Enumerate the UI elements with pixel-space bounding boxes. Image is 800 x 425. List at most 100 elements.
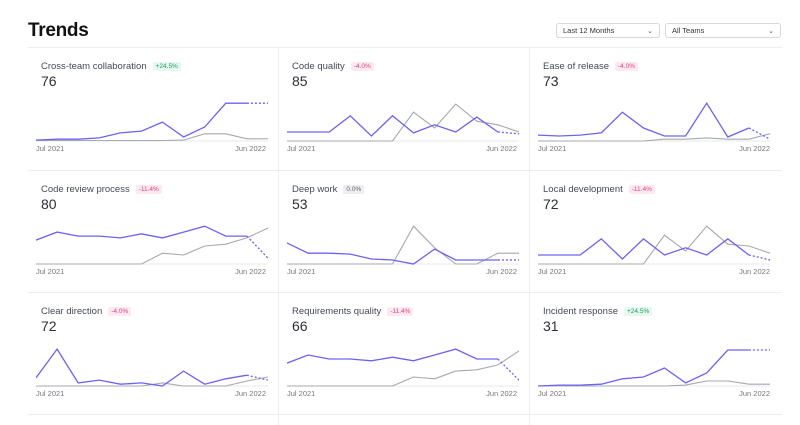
change-badge: -4.0%: [108, 307, 132, 316]
x-axis-start-label: Jul 2021: [538, 144, 567, 153]
trend-card[interactable]: Incident response +24.5% 31 Jul 2021 Jun …: [530, 293, 782, 415]
card-title: Cross-team collaboration +24.5%: [41, 61, 181, 72]
team-series-line: [538, 237, 750, 260]
projected-series-segment: [497, 358, 519, 381]
trend-chart: [538, 349, 770, 387]
change-badge: -4.0%: [615, 62, 638, 71]
trend-card[interactable]: Local development -11.4% 72 Jul 2021 Jun …: [530, 171, 782, 293]
benchmark-series-line: [287, 225, 519, 265]
metric-name: Code review process: [41, 184, 130, 195]
trend-chart: [36, 225, 268, 265]
team-series-line: [538, 101, 750, 138]
x-axis-start-label: Jul 2021: [36, 389, 65, 398]
trend-chart: [538, 101, 770, 142]
projected-series-segment: [497, 131, 519, 135]
team-series-line: [538, 349, 749, 387]
period-select[interactable]: Last 12 Months ⌄: [556, 23, 660, 38]
card-title: Deep work 0.0%: [292, 184, 365, 195]
trend-card[interactable]: Cross-team collaboration +24.5% 76 Jul 20…: [28, 48, 279, 171]
x-axis-end-label: Jun 2022: [739, 267, 770, 276]
metric-value: 80: [41, 196, 57, 212]
metric-name: Clear direction: [41, 306, 103, 317]
card-title: Incident response +24.5%: [543, 306, 653, 317]
trends-grid: Cross-team collaboration +24.5% 76 Jul 20…: [28, 47, 782, 425]
x-axis-end-label: Jun 2022: [486, 267, 517, 276]
metric-name: Deep work: [292, 184, 338, 195]
team-series-line: [287, 114, 499, 137]
chevron-down-icon: ⌄: [647, 27, 653, 35]
metric-value: 72: [41, 318, 57, 334]
x-axis-start-label: Jul 2021: [538, 267, 567, 276]
card-title: Code review process -11.4%: [41, 184, 162, 195]
change-badge: +24.5%: [624, 307, 653, 316]
benchmark-series-line: [287, 103, 519, 142]
change-badge: -11.4%: [135, 185, 162, 194]
projected-series-segment: [748, 254, 770, 261]
x-axis-end-label: Jun 2022: [235, 144, 266, 153]
period-select-value: Last 12 Months: [563, 26, 615, 35]
projected-series-segment: [748, 127, 770, 140]
x-axis-end-label: Jun 2022: [486, 144, 517, 153]
x-axis-start-label: Jul 2021: [538, 389, 567, 398]
benchmark-series-line: [538, 380, 770, 387]
x-axis-end-label: Jun 2022: [235, 389, 266, 398]
team-series-line: [36, 102, 247, 141]
team-series-line: [36, 347, 248, 387]
card-title: Ease of release -4.0%: [543, 61, 638, 72]
trend-card[interactable]: Requirements quality -11.4% 66 Jul 2021 J…: [279, 293, 530, 415]
trend-card[interactable]: Code quality -4.0% 85 Jul 2021 Jun 2022: [279, 48, 530, 171]
metric-value: 85: [292, 73, 308, 89]
x-axis-start-label: Jul 2021: [287, 389, 316, 398]
trend-chart: [36, 102, 268, 142]
metric-value: 72: [543, 196, 559, 212]
page-title: Trends: [28, 20, 89, 41]
trend-card[interactable]: Code review process -11.4% 80 Jul 2021 Ju…: [28, 171, 279, 293]
metric-value: 53: [292, 196, 308, 212]
x-axis-end-label: Jun 2022: [235, 267, 266, 276]
x-axis-start-label: Jul 2021: [36, 144, 65, 153]
x-axis-start-label: Jul 2021: [287, 144, 316, 153]
metric-value: 76: [41, 73, 57, 89]
metric-name: Local development: [543, 184, 623, 195]
trend-card[interactable]: Ease of release -4.0% 73 Jul 2021 Jun 202…: [530, 48, 782, 171]
trend-card[interactable]: Clear direction -4.0% 72 Jul 2021 Jun 202…: [28, 293, 279, 415]
benchmark-series-line: [538, 225, 770, 265]
metric-name: Requirements quality: [292, 306, 382, 317]
x-axis-end-label: Jun 2022: [739, 389, 770, 398]
metric-value: 73: [543, 73, 559, 89]
benchmark-series-line: [287, 350, 519, 387]
trend-chart: [287, 103, 519, 142]
metric-name: Code quality: [292, 61, 345, 72]
metric-name: Cross-team collaboration: [41, 61, 147, 72]
x-axis-start-label: Jul 2021: [287, 267, 316, 276]
x-axis-end-label: Jun 2022: [486, 389, 517, 398]
trend-card-partial: [28, 415, 279, 425]
trend-card-partial: [530, 415, 782, 425]
benchmark-series-line: [36, 227, 268, 265]
metric-name: Ease of release: [543, 61, 610, 72]
chevron-down-icon: ⌄: [768, 27, 774, 35]
team-series-line: [287, 348, 498, 364]
metric-value: 66: [292, 318, 308, 334]
team-series-line: [36, 225, 247, 241]
change-badge: 0.0%: [343, 185, 365, 194]
card-title: Requirements quality -11.4%: [292, 306, 414, 317]
trend-chart: [287, 348, 519, 387]
trend-card-partial: [279, 415, 530, 425]
trend-card[interactable]: Deep work 0.0% 53 Jul 2021 Jun 2022: [279, 171, 530, 293]
x-axis-start-label: Jul 2021: [36, 267, 65, 276]
team-select-value: All Teams: [672, 26, 705, 35]
team-select[interactable]: All Teams ⌄: [665, 23, 781, 38]
benchmark-series-line: [538, 133, 770, 142]
card-title: Local development -11.4%: [543, 184, 655, 195]
change-badge: +24.5%: [152, 62, 181, 71]
metric-value: 31: [543, 318, 559, 334]
trend-chart: [287, 225, 519, 265]
trend-chart: [36, 347, 268, 387]
team-series-line: [287, 242, 498, 265]
projected-series-segment: [246, 235, 268, 259]
change-badge: -11.4%: [387, 307, 414, 316]
card-title: Clear direction -4.0%: [41, 306, 132, 317]
metric-name: Incident response: [543, 306, 618, 317]
trend-chart: [538, 225, 770, 265]
